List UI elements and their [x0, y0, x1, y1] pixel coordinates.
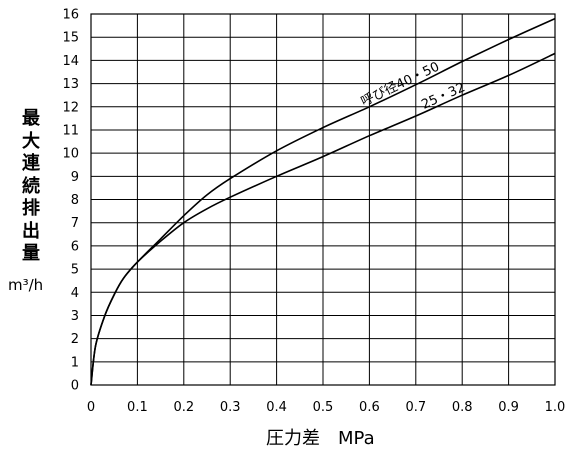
- x-tick-label: 0.4: [266, 400, 287, 415]
- series-lines: [90, 17, 556, 386]
- series-line-25-32: [90, 52, 556, 386]
- y-tick-label: 2: [71, 332, 79, 347]
- y-tick-label: 4: [71, 286, 79, 301]
- x-tick-label: 0.2: [173, 400, 194, 415]
- y-tick-label: 15: [62, 31, 79, 46]
- tick-labels: 0 0.1 0.2 0.3 0.4 0.5 0.6 0.7 0.8 0.9 1.0012345678…: [62, 8, 565, 416]
- y-tick-label: 8: [71, 193, 79, 208]
- x-tick-label: 0.9: [498, 400, 519, 415]
- x-tick-label: 0.6: [359, 400, 380, 415]
- x-axis-label: 圧力差 MPa: [266, 428, 375, 449]
- x-tick-label: 0.7: [405, 400, 426, 415]
- y-tick-label: 5: [71, 263, 79, 278]
- x-tick-label: 0.1: [127, 400, 148, 415]
- y-tick-label: 12: [62, 100, 79, 115]
- y-tick-label: 9: [71, 170, 79, 185]
- x-tick-label: 0: [87, 400, 95, 415]
- y-tick-label: 7: [71, 216, 79, 231]
- y-axis-label: 最大連続排出量: [22, 108, 40, 264]
- x-tick-label: 0.5: [313, 400, 334, 415]
- y-tick-label: 14: [62, 54, 79, 69]
- y-tick-label: 13: [62, 77, 79, 92]
- y-axis-unit: m³/h: [8, 276, 44, 294]
- y-tick-label: 3: [71, 309, 79, 324]
- x-tick-label: 0.8: [452, 400, 473, 415]
- grid: [90, 13, 556, 386]
- y-tick-label: 6: [71, 239, 79, 254]
- series-label-25-32: 25・32: [419, 80, 467, 113]
- y-tick-label: 10: [62, 147, 79, 162]
- y-tick-label: 11: [62, 123, 79, 138]
- x-tick-label: 1.0: [545, 400, 566, 415]
- plot-frame: [90, 13, 556, 386]
- y-tick-label: 16: [62, 8, 79, 23]
- y-tick-label: 0: [71, 379, 79, 394]
- y-tick-label: 1: [71, 355, 79, 370]
- x-tick-label: 0.3: [220, 400, 241, 415]
